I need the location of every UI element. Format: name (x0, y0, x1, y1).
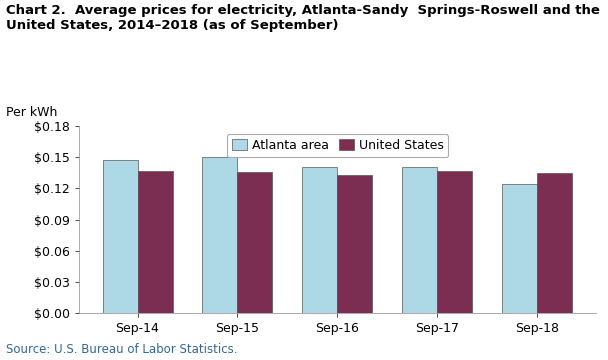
Text: Per kWh: Per kWh (6, 106, 57, 119)
Bar (537, 173, 572, 313)
Text: Source: U.S. Bureau of Labor Statistics.: Source: U.S. Bureau of Labor Statistics. (6, 343, 238, 356)
Bar (202, 157, 238, 313)
Bar (402, 167, 437, 313)
Bar (302, 167, 337, 313)
Bar (137, 171, 173, 313)
Bar (502, 184, 537, 313)
Bar (103, 160, 137, 313)
Bar (238, 172, 272, 313)
Legend: Atlanta area, United States: Atlanta area, United States (227, 134, 448, 157)
Text: Chart 2.  Average prices for electricity, Atlanta-Sandy  Springs-Roswell and the: Chart 2. Average prices for electricity,… (6, 4, 600, 32)
Bar (437, 171, 472, 313)
Bar (337, 175, 373, 313)
